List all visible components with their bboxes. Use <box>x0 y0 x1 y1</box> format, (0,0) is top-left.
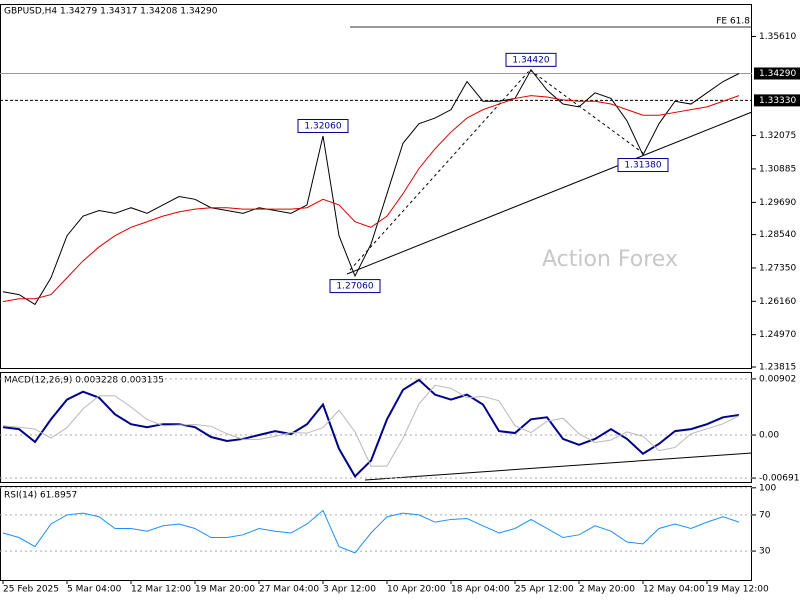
price-box <box>754 94 800 107</box>
x-tick-label: 10 Apr 20:00 <box>387 585 446 595</box>
main-panel <box>0 4 752 369</box>
y-tick-label: 1.23815 <box>759 363 796 373</box>
y-tick-label: 1.28540 <box>759 230 796 240</box>
projection-line <box>529 69 644 154</box>
price-label: 1.33330 <box>759 96 796 106</box>
y-tick-label: 1.35610 <box>759 32 796 42</box>
rsi-panel <box>0 486 752 581</box>
annotation-label: 1.32060 <box>304 121 341 131</box>
x-tick-label: 12 Mar 12:00 <box>131 585 191 595</box>
series-line <box>2 384 740 467</box>
x-tick-label: 2 May 20:00 <box>579 585 635 595</box>
y-tick-label: 1.32075 <box>759 131 796 141</box>
y-tick-label: 1.27350 <box>759 263 796 273</box>
rsi-title: RSI(14) 61.8957 <box>4 491 77 501</box>
annotation-label: 1.34420 <box>512 55 549 65</box>
x-tick-label: 18 Apr 04:00 <box>451 585 510 595</box>
annotation-box <box>505 52 557 67</box>
y-tick-label: 100 <box>759 483 776 493</box>
x-tick-label: 27 Mar 04:00 <box>259 585 319 595</box>
y-tick-label: -0.006915 <box>759 474 800 484</box>
y-tick-label: 1.30885 <box>759 164 796 174</box>
y-tick-label: 1.24970 <box>759 330 796 340</box>
series-line <box>2 509 740 554</box>
price-label: 1.34290 <box>759 69 796 79</box>
annotation-label: 1.31380 <box>624 161 661 171</box>
annotation-label: 1.27060 <box>336 282 373 292</box>
macd-title: MACD(12,26,9) 0.003228 0.003135 <box>4 376 164 386</box>
chart-title: GBPUSD,H4 1.34279 1.34317 1.34208 1.3429… <box>4 7 218 17</box>
macd-trend-line <box>364 452 753 481</box>
y-tick-label: 0.00902 <box>759 374 796 384</box>
x-tick-label: 25 Apr 12:00 <box>515 585 574 595</box>
annotation-box <box>617 158 669 173</box>
y-tick-label: 30 <box>759 547 771 557</box>
price-box <box>754 67 800 80</box>
series-line <box>2 95 740 303</box>
x-tick-label: 12 May 04:00 <box>643 585 705 595</box>
series-line <box>2 378 740 478</box>
annotation-box <box>329 279 381 294</box>
y-tick-label: 1.26160 <box>759 297 796 307</box>
x-tick-label: 25 Feb 2025 <box>3 585 59 595</box>
macd-panel <box>0 372 752 483</box>
x-tick-label: 5 Mar 04:00 <box>67 585 122 595</box>
annotation-box <box>297 118 349 133</box>
fe-level-label: FE 61.8 <box>716 17 750 27</box>
x-tick-label: 19 May 12:00 <box>707 585 769 595</box>
y-tick-label: 1.29690 <box>759 198 796 208</box>
watermark: Action Forex <box>542 247 678 272</box>
y-tick-label: 0.00 <box>759 431 779 441</box>
x-tick-label: 3 Apr 12:00 <box>323 585 376 595</box>
x-tick-label: 19 Mar 20:00 <box>195 585 255 595</box>
y-tick-label: 70 <box>759 510 771 520</box>
trend-line <box>346 111 753 275</box>
